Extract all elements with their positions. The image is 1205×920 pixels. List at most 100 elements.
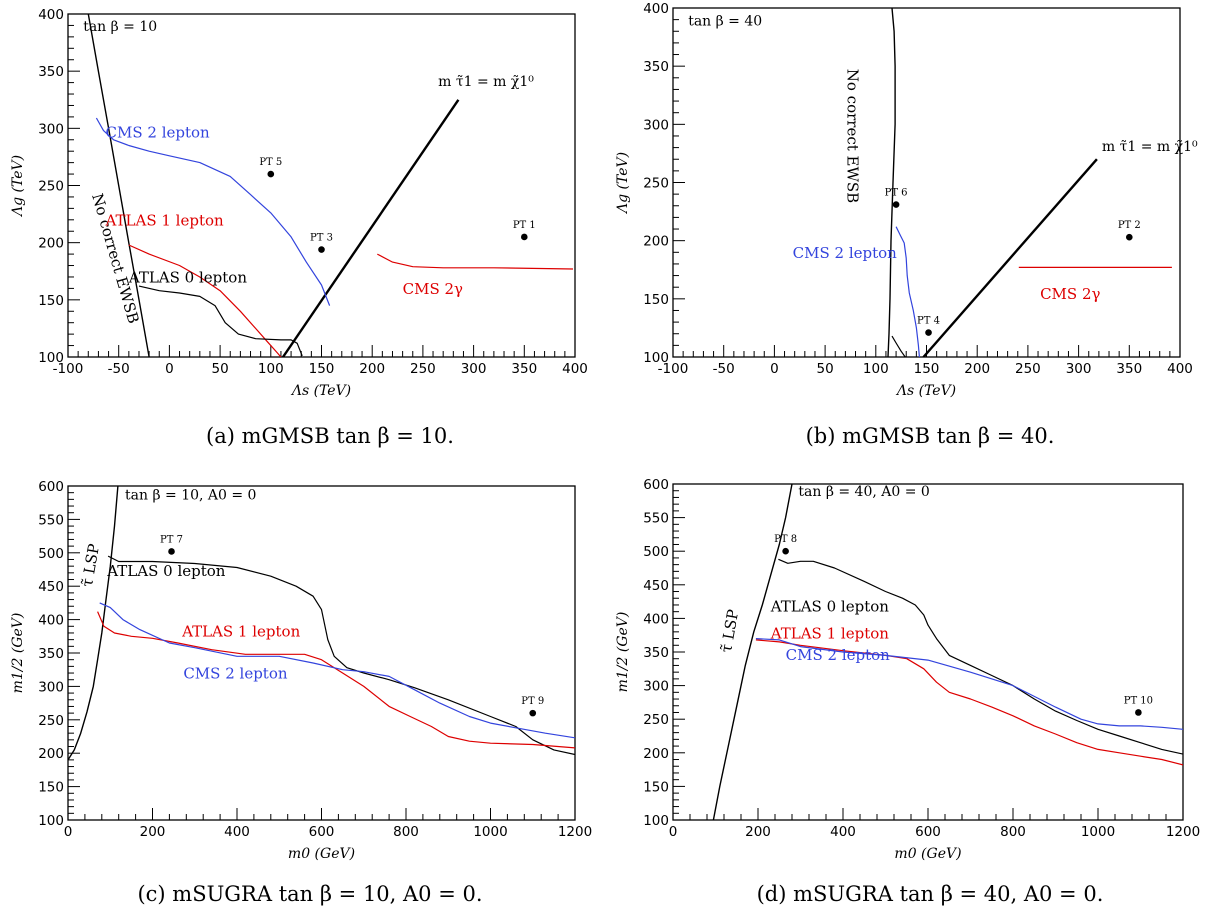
benchmark-point-label: PT 3 <box>310 233 333 244</box>
annotation-label: tan β = 40, A0 = 0 <box>798 484 929 500</box>
y-tick-label: 500 <box>643 544 669 560</box>
benchmark-point <box>1126 233 1133 241</box>
x-tick-label: 1200 <box>1166 824 1200 840</box>
x-tick-label: 50 <box>212 361 229 377</box>
benchmark-point <box>521 233 528 241</box>
panel-c-msugra-tanb10: 0 200 400 600 800 1000 1200 100 150 200 250 300 350 4… <box>0 470 600 870</box>
annotation-label: CMS 2 lepton <box>786 646 891 664</box>
curve-2 <box>755 639 1183 766</box>
x-tick-label: 300 <box>461 361 487 377</box>
benchmark-point-label: PT 8 <box>774 534 797 545</box>
annotation-label: m τ̃1 = m χ̃1⁰ <box>438 74 534 90</box>
x-tick-label: 400 <box>1167 361 1193 377</box>
x-tick-label: 350 <box>511 361 537 377</box>
y-tick-label: 350 <box>38 64 64 80</box>
benchmark-point <box>782 547 789 555</box>
annotation-label: m τ̃1 = m χ̃1⁰ <box>1102 139 1198 155</box>
benchmark-point <box>267 170 275 178</box>
y-tick-label: 600 <box>643 477 669 493</box>
panel-b-mgmsb-tanb40: -100 -50 0 50 100 150 200 250 300 350 400 100 150 200… <box>605 0 1205 420</box>
curve-2 <box>895 226 920 357</box>
y-tick-label: 550 <box>643 511 669 527</box>
y-tick-label: 400 <box>38 7 64 23</box>
y-tick-label: 250 <box>38 713 64 729</box>
curve-1 <box>107 555 575 756</box>
chart-svg-a: -100 -50 0 50 100 150 200 250 300 350 400 100 150 200… <box>10 7 588 399</box>
curve-3 <box>891 335 906 357</box>
benchmark-point <box>892 201 900 208</box>
caption-c: (c) mSUGRA tan β = 10, A0 = 0. <box>137 882 483 906</box>
y-tick-label: 250 <box>643 712 669 728</box>
x-tick-label: 0 <box>770 361 779 377</box>
chart-svg-d: 0 200 400 600 800 1000 1200 100 150 200 250 300 350 4… <box>615 477 1200 862</box>
curve-0 <box>87 14 150 357</box>
caption-a: (a) mGMSB tan β = 10. <box>206 424 454 448</box>
plot-frame <box>672 7 1181 358</box>
y-tick-label: 350 <box>643 59 669 75</box>
annotation-label: τ̃ LSP <box>717 608 742 654</box>
chart-svg-b: -100 -50 0 50 100 150 200 250 300 350 400 100 150 200… <box>615 1 1198 399</box>
benchmark-point-label: PT 10 <box>1124 695 1153 706</box>
x-tick-label: 800 <box>393 824 419 840</box>
panel-a-mgmsb-tanb10: -100 -50 0 50 100 150 200 250 300 350 400 100 150 200… <box>0 0 600 420</box>
x-tick-label: 150 <box>914 361 940 377</box>
x-tick-label: 250 <box>1015 361 1041 377</box>
annotation-label: No correct EWSB <box>843 69 861 203</box>
annotation-label: ATLAS 1 lepton <box>770 625 890 643</box>
x-tick-label: -100 <box>658 361 689 377</box>
y-tick-label: 300 <box>38 679 64 695</box>
annotation-label: τ̃ LSP <box>78 542 103 588</box>
benchmark-point-label: PT 5 <box>259 157 282 168</box>
x-tick-label: 300 <box>1066 361 1092 377</box>
y-tick-label: 400 <box>643 611 669 627</box>
x-tick-label: 200 <box>140 824 166 840</box>
y-tick-label: 150 <box>38 293 64 309</box>
benchmark-point-label: PT 4 <box>917 316 940 327</box>
x-tick-label: 200 <box>745 824 771 840</box>
x-tick-label: 0 <box>64 824 73 840</box>
x-tick-label: -50 <box>713 361 735 377</box>
annotation-label: ATLAS 0 lepton <box>770 598 890 616</box>
y-axis-label: m1/2 (GeV) <box>615 612 631 693</box>
x-tick-label: -50 <box>108 361 130 377</box>
x-axis-label: m0 (GeV) <box>894 846 961 862</box>
y-tick-label: 150 <box>643 779 669 795</box>
annotation-label: ATLAS 1 lepton <box>105 212 225 230</box>
annotation-label: ATLAS 1 lepton <box>181 622 301 640</box>
curve-0 <box>712 484 793 820</box>
curve-0 <box>68 486 119 761</box>
annotation-label: CMS 2 lepton <box>183 664 288 682</box>
y-tick-label: 200 <box>643 234 669 250</box>
x-tick-label: 400 <box>562 361 588 377</box>
y-axis-label: Λg (TeV) <box>10 155 26 218</box>
x-tick-label: 0 <box>669 824 678 840</box>
benchmark-point <box>168 548 175 555</box>
benchmark-point <box>529 709 537 717</box>
curve-2 <box>97 611 575 749</box>
panel-d-msugra-tanb40: 0 200 400 600 800 1000 1200 100 150 200 250 300 350 4… <box>605 470 1205 870</box>
x-tick-label: 200 <box>964 361 990 377</box>
y-tick-label: 100 <box>643 350 669 366</box>
x-axis-label: Λs (TeV) <box>895 383 956 399</box>
curve-3 <box>128 244 282 357</box>
x-tick-label: 800 <box>1000 824 1026 840</box>
curve-4 <box>138 285 303 357</box>
annotation-label: ATLAS 0 lepton <box>106 562 226 580</box>
y-tick-label: 400 <box>38 613 64 629</box>
x-tick-label: 400 <box>224 824 250 840</box>
y-tick-label: 200 <box>38 746 64 762</box>
y-tick-label: 150 <box>643 292 669 308</box>
x-tick-label: 100 <box>863 361 889 377</box>
x-tick-label: 600 <box>915 824 941 840</box>
plot-frame <box>67 13 576 358</box>
y-axis-label: m1/2 (GeV) <box>10 613 26 694</box>
annotation-label: tan β = 40 <box>688 13 762 29</box>
y-axis-label: Λg (TeV) <box>615 152 631 215</box>
caption-d: (d) mSUGRA tan β = 40, A0 = 0. <box>756 882 1104 906</box>
y-tick-label: 250 <box>38 179 64 195</box>
x-tick-label: 350 <box>1116 361 1142 377</box>
y-tick-label: 250 <box>643 176 669 192</box>
benchmark-point <box>925 329 932 336</box>
x-tick-label: 150 <box>309 361 335 377</box>
curve-2 <box>95 117 331 306</box>
